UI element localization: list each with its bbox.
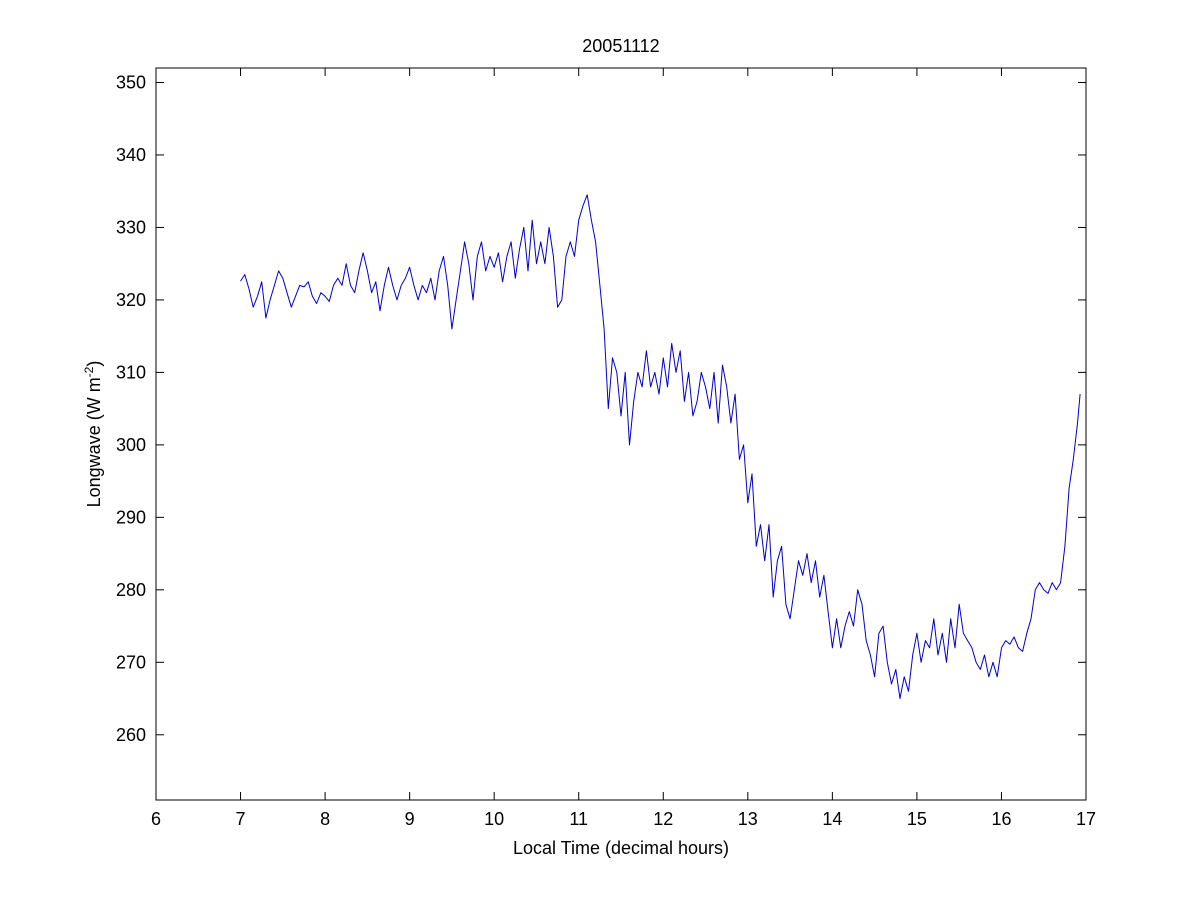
- longwave-series-line: [240, 194, 1081, 699]
- x-tick-label: 15: [907, 809, 927, 829]
- x-tick-label: 10: [484, 809, 504, 829]
- y-tick-label: 260: [116, 725, 146, 745]
- y-tick-label: 290: [116, 507, 146, 527]
- chart-title: 20051112: [582, 36, 659, 56]
- y-tick-label: 300: [116, 435, 146, 455]
- x-tick-label: 6: [151, 809, 161, 829]
- x-tick-label: 11: [569, 809, 588, 829]
- x-tick-label: 12: [653, 809, 673, 829]
- y-axis-label-close: ): [84, 361, 104, 367]
- y-tick-label: 310: [116, 362, 146, 382]
- y-tick-label: 330: [116, 217, 146, 237]
- x-tick-label: 16: [991, 809, 1011, 829]
- y-tick-label: 350: [116, 72, 146, 92]
- x-tick-label: 8: [320, 809, 330, 829]
- x-tick-label: 17: [1076, 809, 1096, 829]
- y-axis-label-superscript: -2: [82, 366, 96, 377]
- y-tick-label: 280: [116, 580, 146, 600]
- y-axis-label: Longwave (W m-2): [82, 361, 104, 508]
- series-layer: [240, 194, 1081, 699]
- y-tick-label: 320: [116, 290, 146, 310]
- x-tick-label: 14: [822, 809, 842, 829]
- x-tick-label: 13: [738, 809, 758, 829]
- x-tick-label: 7: [236, 809, 246, 829]
- plot-frame: [155, 67, 1087, 801]
- y-tick-label: 340: [116, 145, 146, 165]
- x-axis-label: Local Time (decimal hours): [513, 838, 729, 858]
- tick-layer: 6 7 8 9 10 11 12 13 14 15 16 17 260 270 280 290 300 310 32…: [116, 68, 1096, 829]
- y-axis-label-main: Longwave (W m: [84, 377, 104, 507]
- y-tick-label: 270: [116, 652, 146, 672]
- x-tick-label: 9: [405, 809, 415, 829]
- plot-area: [156, 68, 1086, 800]
